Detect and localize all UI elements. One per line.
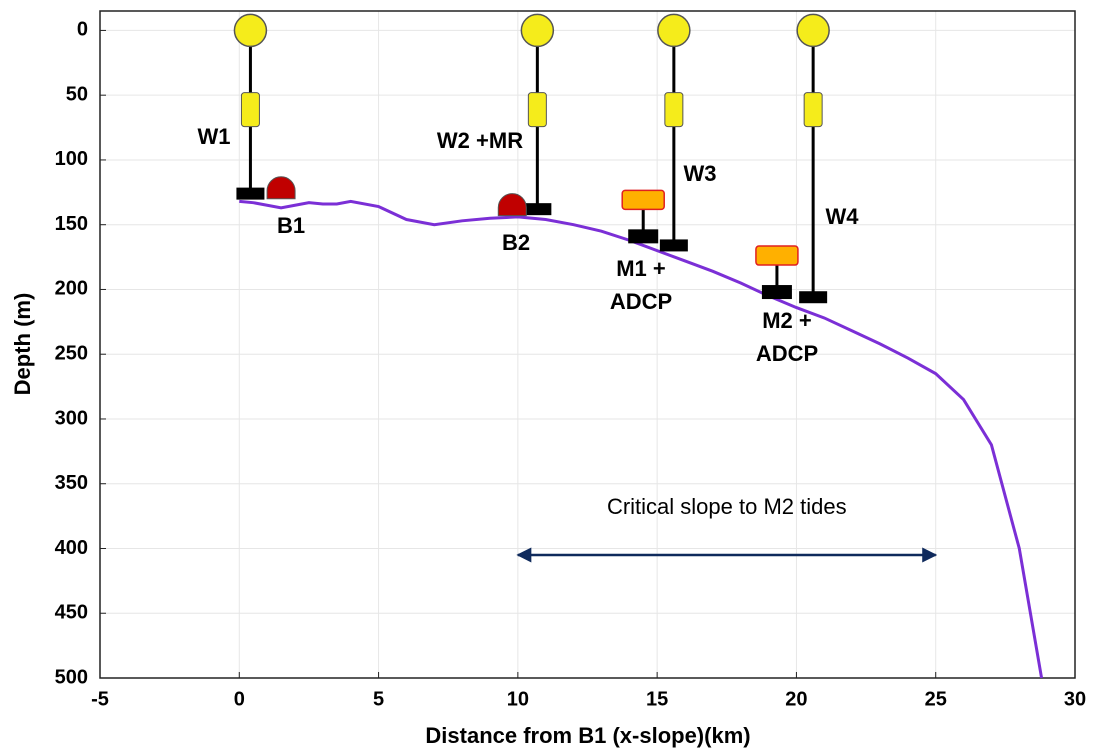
- critical-slope-label: Critical slope to M2 tides: [607, 494, 847, 519]
- bathymetry-line: [239, 199, 1044, 678]
- y-tick-label: 100: [55, 148, 88, 170]
- x-tick-label: 0: [234, 688, 245, 710]
- x-tick-label: 15: [646, 688, 668, 710]
- subsurface-float: [803, 92, 823, 128]
- bottom-lander: [497, 193, 527, 217]
- adcp-label: M2 +: [762, 308, 812, 333]
- surface-buoy: [233, 13, 268, 48]
- x-tick-label: 30: [1064, 688, 1086, 710]
- mooring-label: W3: [684, 161, 717, 186]
- subsurface-float: [527, 92, 547, 128]
- mooring-anchor: [523, 203, 552, 216]
- adcp-float: [755, 245, 799, 266]
- y-tick-label: 0: [77, 19, 88, 41]
- surface-buoy: [520, 13, 555, 48]
- x-tick-label: 10: [507, 688, 529, 710]
- mooring-label: W1: [198, 124, 231, 149]
- x-tick-label: 5: [373, 688, 384, 710]
- y-tick-label: 250: [55, 342, 88, 364]
- adcp-label: ADCP: [756, 341, 818, 366]
- y-tick-label: 450: [55, 602, 88, 624]
- mooring-anchor: [799, 291, 828, 304]
- lander-label: B1: [277, 213, 305, 238]
- mooring-label: W4: [826, 204, 860, 229]
- x-tick-label: 20: [785, 688, 807, 710]
- x-tick-label: -5: [91, 688, 109, 710]
- y-tick-label: 150: [55, 213, 88, 235]
- adcp-float: [621, 189, 665, 211]
- lander-label: B2: [502, 230, 530, 255]
- y-tick-label: 300: [55, 407, 88, 429]
- x-axis-label: Distance from B1 (x-slope)(km): [425, 723, 750, 748]
- mooring-anchor: [659, 239, 688, 252]
- subsurface-float: [664, 92, 684, 128]
- plot-frame: [99, 10, 1076, 679]
- mooring-anchor: [236, 187, 265, 200]
- surface-buoy: [796, 13, 830, 48]
- x-tick-label: 25: [925, 688, 947, 710]
- mooring-label: W2 +MR: [437, 128, 523, 153]
- y-tick-label: 500: [55, 666, 88, 688]
- adcp-label: ADCP: [610, 289, 672, 314]
- y-tick-label: 400: [55, 537, 88, 559]
- y-axis-label: Depth (m): [10, 293, 35, 396]
- surface-buoy: [657, 13, 691, 48]
- y-tick-label: 50: [66, 83, 88, 105]
- y-tick-label: 350: [55, 472, 88, 494]
- subsurface-float: [240, 92, 260, 128]
- adcp-frame: [628, 229, 659, 244]
- adcp-frame: [761, 285, 792, 300]
- y-tick-label: 200: [55, 278, 88, 300]
- bottom-lander: [266, 176, 296, 200]
- adcp-label: M1 +: [616, 256, 666, 281]
